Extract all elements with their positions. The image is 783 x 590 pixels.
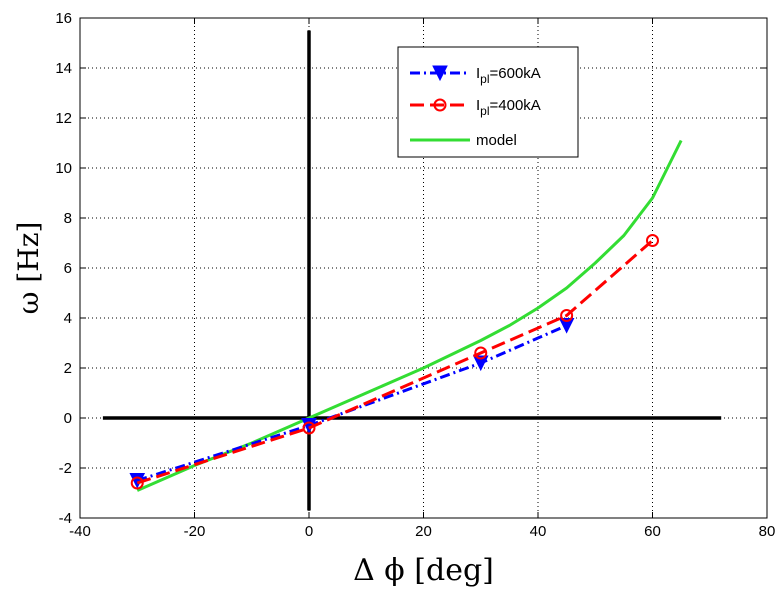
y-tick-label: 10 bbox=[55, 160, 72, 177]
y-tick-label: -2 bbox=[59, 460, 72, 477]
series-point-1 bbox=[130, 476, 144, 490]
y-tick-label: 2 bbox=[64, 360, 72, 377]
y-tick-label: 6 bbox=[64, 260, 72, 277]
x-tick-label: 80 bbox=[759, 523, 776, 540]
y-tick-label: 16 bbox=[55, 10, 72, 27]
series-point-1 bbox=[560, 309, 574, 322]
legend-marker-0 bbox=[432, 65, 448, 82]
x-tick-label: 0 bbox=[305, 523, 313, 540]
legend-marker-1 bbox=[433, 98, 447, 112]
y-tick-label: 8 bbox=[64, 210, 72, 227]
legend-label-1: Ipl=400kA bbox=[476, 97, 541, 118]
x-tick-label: 20 bbox=[415, 523, 432, 540]
y-axis-label: ω [Hz] bbox=[12, 222, 45, 315]
x-tick-label: -40 bbox=[69, 523, 91, 540]
series-point-1 bbox=[474, 346, 488, 360]
series-line-0 bbox=[136, 324, 568, 482]
series-point-0 bbox=[472, 355, 489, 372]
x-tick-label: -20 bbox=[184, 523, 206, 540]
y-tick-label: -4 bbox=[59, 510, 72, 527]
x-axis-label: Δ ϕ [deg] bbox=[353, 553, 494, 588]
legend-label-2: model bbox=[476, 132, 517, 149]
y-tick-label: 4 bbox=[64, 310, 72, 327]
series-point-0 bbox=[558, 318, 575, 334]
series-point-1 bbox=[302, 421, 316, 435]
series-point-1 bbox=[646, 234, 659, 247]
x-tick-label: 40 bbox=[530, 523, 547, 540]
series-line-2 bbox=[136, 139, 683, 492]
y-tick-label: 14 bbox=[55, 60, 72, 77]
x-tick-label: 60 bbox=[644, 523, 661, 540]
legend-label-0: Ipl=600kA bbox=[476, 65, 541, 86]
y-tick-label: 0 bbox=[64, 410, 72, 427]
y-tick-label: 12 bbox=[55, 110, 72, 127]
series-line-1 bbox=[136, 239, 654, 485]
